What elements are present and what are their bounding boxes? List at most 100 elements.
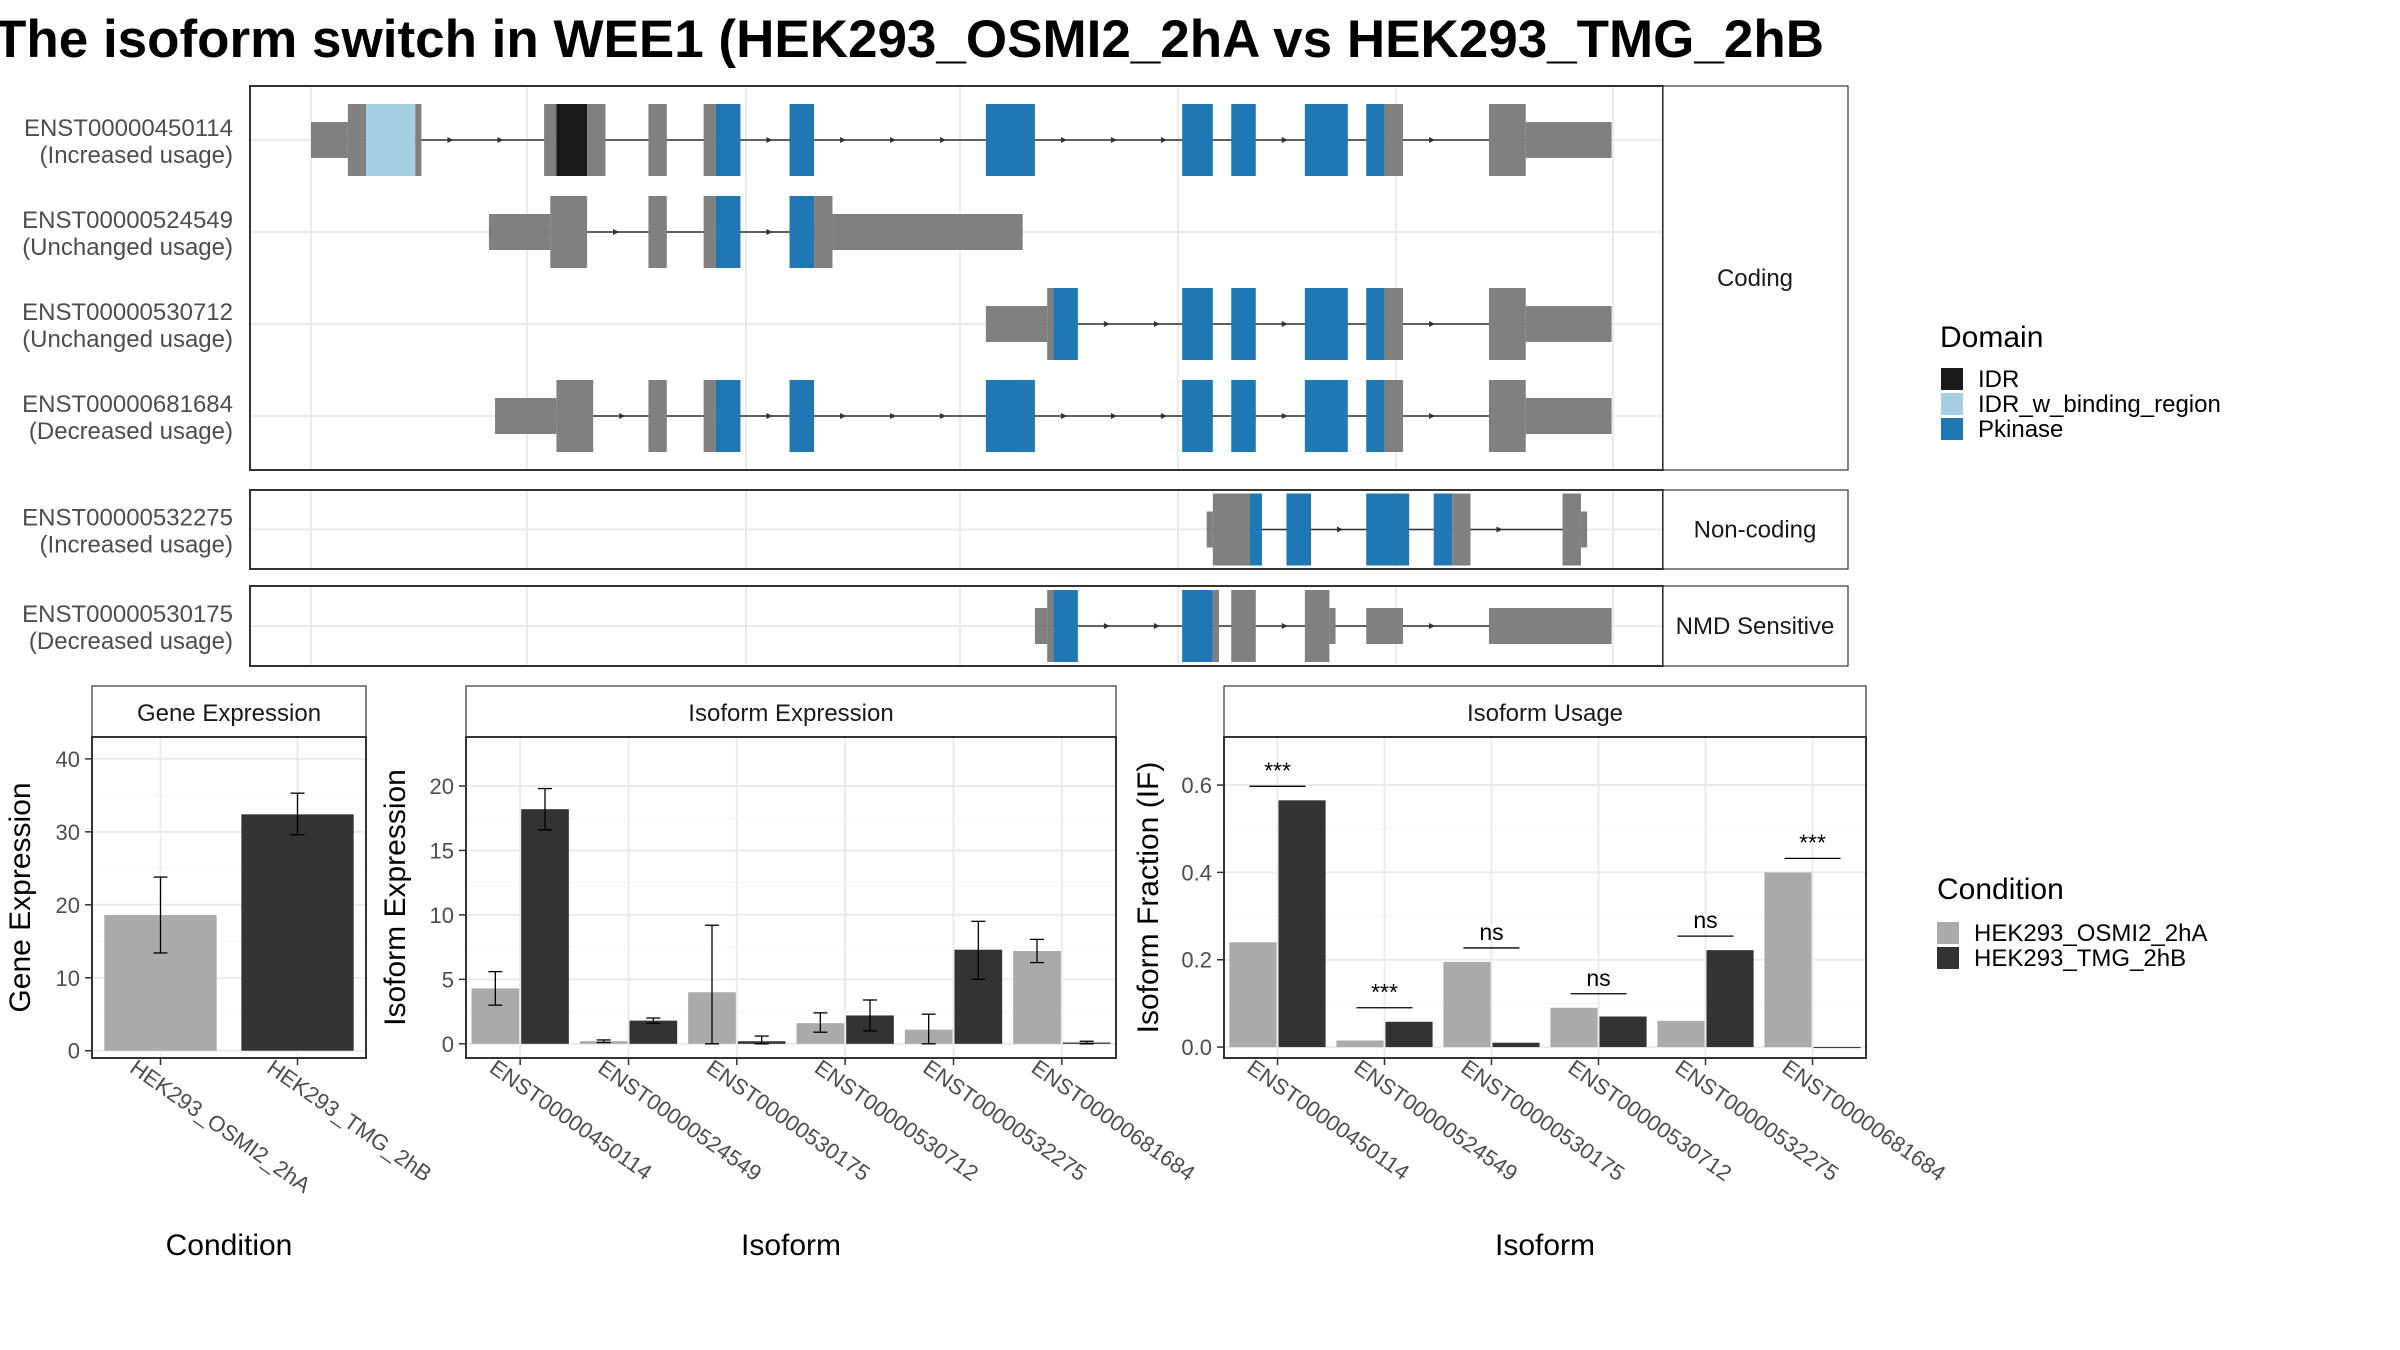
exon-utr [495, 398, 557, 434]
strand-arrow [1429, 321, 1436, 327]
exon-none [1488, 380, 1526, 452]
legend-key-condition [1937, 947, 1959, 969]
exon-Pkinase [1366, 288, 1385, 360]
chart-strip [465, 685, 1117, 738]
exon-Pkinase [1231, 104, 1256, 176]
exon-none [1488, 288, 1526, 360]
significance-label: *** [1264, 757, 1291, 783]
exon-none [347, 104, 367, 176]
bar [1013, 951, 1061, 1044]
exon-none [550, 196, 588, 268]
strand-arrow [1281, 321, 1288, 327]
strand-arrow [1429, 413, 1436, 419]
y-axis-title: Isoform Expression [379, 769, 412, 1026]
chart-title: Gene Expression [137, 700, 321, 727]
strand-arrow [840, 137, 847, 143]
exon-Pkinase [1231, 288, 1256, 360]
bar [1443, 961, 1491, 1048]
chart-strip [91, 685, 367, 738]
exon-Pkinase [1304, 288, 1348, 360]
panel-strip [1662, 85, 1849, 471]
chart-2: Isoform Usage0.00.20.40.6***ENST00000450… [1132, 685, 1950, 1262]
exon-Pkinase [1366, 493, 1410, 566]
legend-label: HEK293_OSMI2_2hA [1974, 920, 2207, 947]
strand-arrow [613, 229, 620, 235]
exon-Pkinase [789, 104, 815, 176]
y-tick-label: 5 [442, 967, 454, 992]
bar [1764, 872, 1812, 1048]
exon-none [1304, 590, 1330, 662]
y-axis-title: Gene Expression [4, 782, 37, 1012]
exon-Pkinase [789, 380, 815, 452]
bar [241, 814, 354, 1051]
strand-arrow [766, 137, 773, 143]
strand-arrow [1060, 413, 1067, 419]
exon-none [814, 196, 833, 268]
bar [629, 1020, 678, 1044]
x-axis-title: Isoform [741, 1229, 841, 1262]
chart-1: Isoform Expression05101520ENST0000045011… [379, 685, 1200, 1262]
exon-none [556, 380, 594, 452]
chart-border [1223, 736, 1867, 1059]
exon-none [1212, 493, 1250, 566]
chart-title: Isoform Expression [688, 700, 893, 727]
exon-none [1562, 493, 1581, 566]
exon-none [648, 380, 667, 452]
legend-key-IDR [1941, 368, 1963, 390]
exon-Pkinase [1286, 493, 1312, 566]
transcript-usage-label: (Increased usage) [40, 142, 233, 169]
bar [1599, 1016, 1647, 1048]
strand-arrow [447, 137, 454, 143]
strand-arrow [1103, 321, 1110, 327]
exon-none [587, 104, 606, 176]
panel-strip-label: Coding [1717, 265, 1793, 292]
exon-utr [1366, 608, 1404, 644]
exon-utr [1329, 608, 1336, 644]
exon-Pkinase [1366, 380, 1385, 452]
strand-arrow [1110, 137, 1117, 143]
exon-Pkinase [1053, 288, 1078, 360]
exon-utr [1525, 122, 1612, 158]
chart-border [465, 736, 1117, 1059]
bar [796, 1023, 845, 1044]
exon-utr [985, 306, 1048, 342]
transcript-usage-label: (Increased usage) [40, 532, 233, 559]
bar [1813, 1047, 1861, 1049]
strand-arrow [890, 413, 897, 419]
transcript-usage-label: (Unchanged usage) [22, 234, 233, 261]
legend-key-Pkinase [1941, 418, 1963, 440]
legend-key-IDR_w_binding_region [1941, 393, 1963, 415]
domain-legend-title: Domain [1940, 321, 2043, 354]
exon-utr [1525, 398, 1612, 434]
strand-arrow [1153, 321, 1160, 327]
transcript-usage-label: (Decreased usage) [29, 418, 233, 445]
bar [1550, 1007, 1598, 1048]
y-tick-label: 40 [56, 747, 80, 772]
transcript-usage-label: (Unchanged usage) [22, 326, 233, 353]
figure-title: The isoform switch in WEE1 (HEK293_OSMI2… [0, 10, 1824, 69]
strand-arrow [1337, 526, 1344, 533]
y-tick-label: 0.0 [1181, 1035, 1212, 1060]
transcript-id-label: ENST00000532275 [22, 505, 233, 532]
strand-arrow [1429, 623, 1436, 629]
y-tick-label: 15 [430, 838, 454, 863]
exon-IDR_w_binding_region [366, 104, 416, 176]
exon-none [1384, 104, 1404, 176]
strand-arrow [766, 229, 773, 235]
chart-0: Gene Expression010203040HEK293_OSMI2_2hA… [4, 685, 436, 1262]
exon-Pkinase [1366, 104, 1385, 176]
exon-none [1488, 104, 1526, 176]
exon-none [703, 380, 716, 452]
y-tick-label: 20 [56, 893, 80, 918]
significance-label: *** [1799, 829, 1826, 855]
strand-arrow [1153, 623, 1160, 629]
bar [521, 809, 569, 1044]
strand-arrow [1281, 623, 1288, 629]
strand-arrow [1160, 413, 1167, 419]
exon-Pkinase [1182, 104, 1213, 176]
exon-utr [488, 214, 551, 250]
significance-label: ns [1586, 965, 1610, 991]
exon-Pkinase [789, 196, 815, 268]
panel-strip [1662, 489, 1849, 570]
strand-arrow [1281, 413, 1288, 419]
